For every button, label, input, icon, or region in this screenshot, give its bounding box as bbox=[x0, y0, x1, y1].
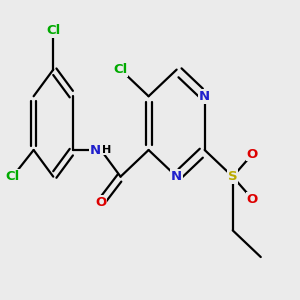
Text: S: S bbox=[228, 170, 238, 183]
Text: H: H bbox=[102, 145, 112, 155]
Text: Cl: Cl bbox=[46, 24, 60, 37]
Text: O: O bbox=[247, 193, 258, 206]
Text: N: N bbox=[90, 143, 101, 157]
Text: N: N bbox=[171, 170, 182, 183]
Text: Cl: Cl bbox=[5, 170, 20, 183]
Text: N: N bbox=[199, 90, 210, 103]
Text: O: O bbox=[247, 148, 258, 161]
Text: O: O bbox=[95, 196, 106, 209]
Text: Cl: Cl bbox=[113, 63, 128, 76]
